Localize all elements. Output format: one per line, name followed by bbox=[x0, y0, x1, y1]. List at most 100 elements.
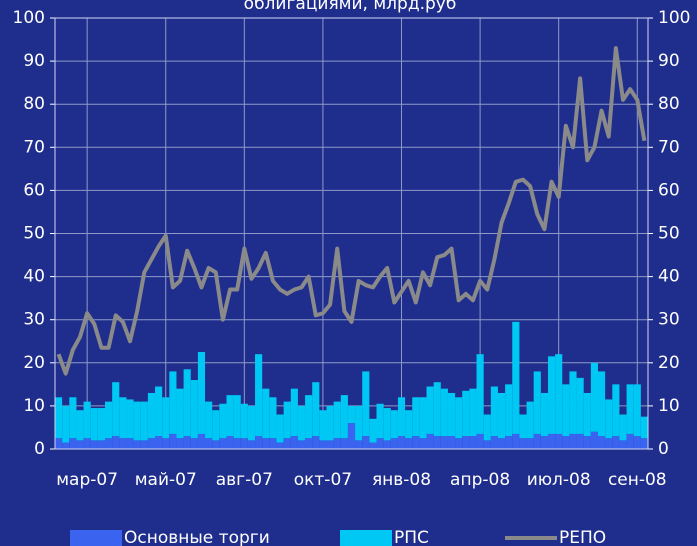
bar bbox=[626, 433, 634, 449]
bar bbox=[533, 433, 541, 449]
bar bbox=[255, 436, 263, 449]
bar bbox=[526, 401, 534, 439]
bar bbox=[226, 395, 234, 437]
bar bbox=[297, 440, 306, 449]
bar bbox=[219, 403, 227, 439]
bar bbox=[455, 397, 463, 439]
legend-label: Основные торги bbox=[124, 528, 270, 546]
bar bbox=[176, 388, 184, 439]
bar bbox=[283, 401, 291, 439]
bar bbox=[540, 436, 548, 449]
bar bbox=[333, 401, 341, 439]
bar bbox=[247, 405, 256, 441]
bar bbox=[447, 436, 456, 449]
line bbox=[56, 46, 647, 376]
bar bbox=[605, 438, 613, 449]
bar bbox=[512, 321, 520, 434]
bar bbox=[590, 431, 598, 449]
bar bbox=[505, 436, 513, 449]
bar bbox=[269, 397, 277, 439]
bar bbox=[233, 438, 241, 449]
bar bbox=[433, 382, 441, 437]
bar bbox=[276, 414, 284, 443]
bar bbox=[562, 384, 570, 437]
bar bbox=[619, 440, 627, 449]
bar bbox=[440, 388, 448, 437]
bar bbox=[612, 436, 620, 449]
bar bbox=[376, 403, 384, 439]
bar bbox=[169, 433, 177, 449]
bar bbox=[633, 436, 641, 449]
y-tick-label: 100 bbox=[13, 8, 45, 28]
bar bbox=[483, 414, 491, 441]
bar bbox=[312, 436, 320, 449]
y2-tick-label: 90 bbox=[658, 51, 680, 71]
bar bbox=[269, 438, 277, 449]
bar bbox=[505, 384, 513, 437]
bar bbox=[419, 438, 427, 449]
bar bbox=[476, 354, 484, 434]
bar bbox=[619, 414, 627, 441]
bar bbox=[319, 440, 327, 449]
bar bbox=[326, 440, 334, 449]
bar bbox=[462, 390, 470, 437]
bar bbox=[262, 438, 270, 449]
bar bbox=[119, 438, 127, 449]
bar bbox=[476, 433, 484, 449]
x-tick-label: мар-07 bbox=[56, 470, 118, 490]
x-tick-label: апр-08 bbox=[450, 470, 510, 490]
bar bbox=[640, 438, 648, 449]
x-tick-label: авг-07 bbox=[216, 470, 273, 490]
bar bbox=[155, 436, 163, 449]
bar bbox=[547, 356, 556, 434]
y2-tick-label: 10 bbox=[658, 396, 680, 416]
bar bbox=[397, 436, 406, 449]
bar bbox=[126, 399, 134, 439]
bar bbox=[90, 440, 98, 449]
bar bbox=[440, 436, 448, 449]
bar bbox=[212, 410, 220, 441]
bar bbox=[640, 416, 648, 439]
legend-swatch bbox=[70, 530, 122, 546]
bar bbox=[369, 442, 377, 449]
bar bbox=[426, 433, 434, 449]
bar bbox=[512, 433, 520, 449]
bar bbox=[190, 438, 198, 449]
x-tick-label: янв-08 bbox=[372, 470, 431, 490]
legend-label: РПС bbox=[394, 528, 429, 546]
bar bbox=[133, 401, 141, 441]
bar bbox=[140, 401, 148, 441]
bar bbox=[90, 408, 98, 441]
bar bbox=[197, 352, 206, 434]
bar bbox=[547, 433, 556, 449]
bar bbox=[162, 438, 170, 449]
bar bbox=[569, 433, 577, 449]
y2-tick-label: 20 bbox=[658, 353, 680, 373]
bar bbox=[355, 405, 363, 441]
bar bbox=[69, 438, 77, 449]
bar bbox=[190, 380, 198, 439]
bar bbox=[76, 440, 84, 449]
legend-swatch bbox=[340, 530, 392, 546]
bar bbox=[69, 397, 77, 439]
bar bbox=[397, 397, 406, 437]
legend-label: РЕПО bbox=[559, 528, 606, 546]
y-tick-label: 30 bbox=[23, 310, 45, 330]
bar bbox=[347, 423, 356, 449]
bar bbox=[455, 438, 463, 449]
y2-tick-label: 50 bbox=[658, 224, 680, 244]
bar bbox=[326, 405, 334, 441]
bar bbox=[219, 438, 227, 449]
x-tick-label: июл-08 bbox=[527, 470, 591, 490]
bar bbox=[197, 433, 206, 449]
bar bbox=[119, 397, 127, 439]
bar bbox=[555, 433, 563, 449]
y2-tick-label: 0 bbox=[658, 439, 669, 459]
bar bbox=[76, 410, 84, 441]
bar bbox=[583, 392, 591, 437]
bar bbox=[112, 382, 120, 437]
bar bbox=[447, 392, 456, 437]
bar bbox=[497, 438, 506, 449]
